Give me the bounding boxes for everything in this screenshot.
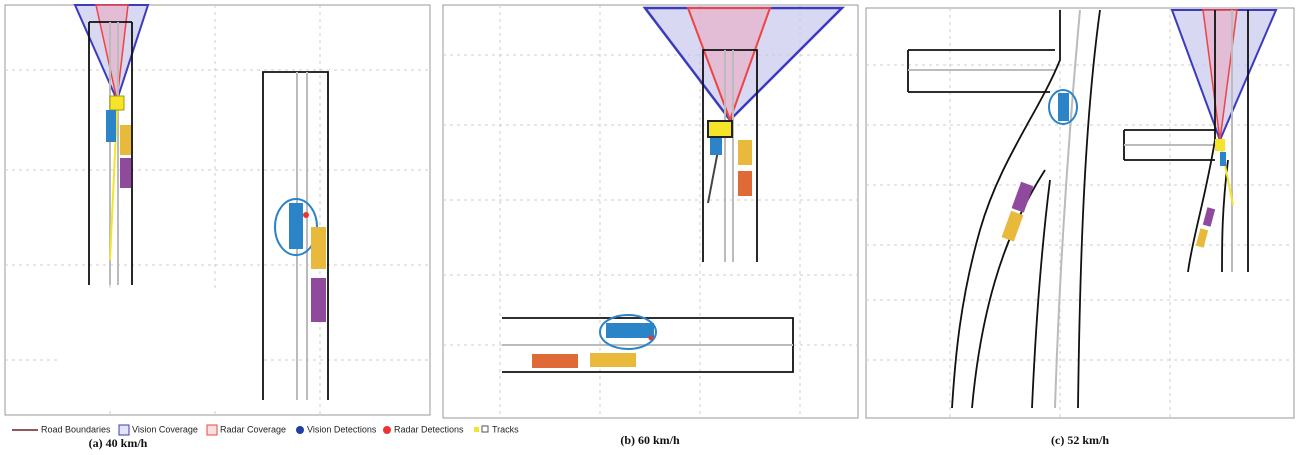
legend-label: Tracks — [492, 424, 519, 434]
legend-label: Radar Detections — [394, 424, 464, 434]
legend-vision-coverage-icon — [119, 425, 129, 435]
panel-b — [443, 5, 858, 418]
caption: (b) 60 km/h — [620, 433, 680, 447]
legend-vision-detections-icon — [296, 426, 304, 434]
caption: (c) 52 km/h — [1051, 433, 1109, 447]
legend-label: Road Boundaries — [41, 424, 111, 434]
caption: (a) 40 km/h — [89, 436, 148, 450]
figure: Road Boundaries Vision Coverage Radar Co… — [0, 0, 1299, 455]
legend-tracks-icon — [482, 426, 488, 432]
legend-label: Vision Detections — [307, 424, 377, 434]
legend-radar-coverage-icon — [207, 425, 217, 435]
legend-label: Radar Coverage — [220, 424, 286, 434]
legend-radar-detections-icon — [383, 426, 391, 434]
legend-label: Vision Coverage — [132, 424, 198, 434]
legend: Road Boundaries Vision Coverage Radar Co… — [12, 424, 519, 435]
blank-area — [60, 290, 260, 410]
legend-tracks-icon — [474, 427, 479, 432]
